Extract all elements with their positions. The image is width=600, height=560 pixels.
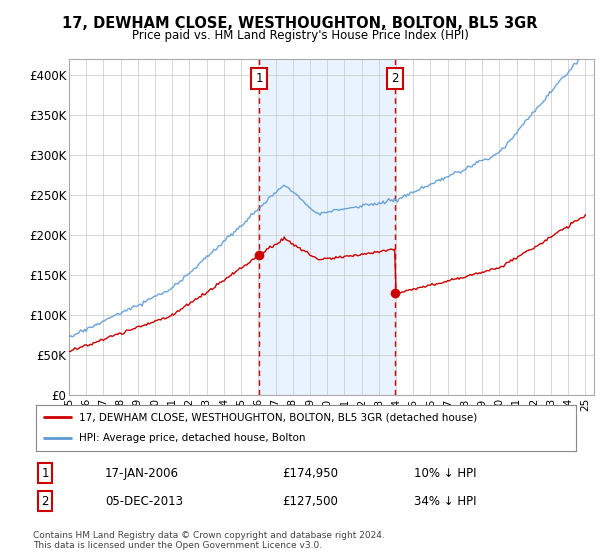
Bar <box>259 59 395 395</box>
Text: HPI: Average price, detached house, Bolton: HPI: Average price, detached house, Bolt… <box>79 433 306 444</box>
Text: £174,950: £174,950 <box>282 466 338 480</box>
Text: 34% ↓ HPI: 34% ↓ HPI <box>414 494 476 508</box>
Text: 1: 1 <box>41 466 49 480</box>
Text: 10% ↓ HPI: 10% ↓ HPI <box>414 466 476 480</box>
Text: 17-JAN-2006: 17-JAN-2006 <box>105 466 179 480</box>
Text: 1: 1 <box>255 72 263 85</box>
Text: 2: 2 <box>391 72 398 85</box>
Text: Contains HM Land Registry data © Crown copyright and database right 2024.
This d: Contains HM Land Registry data © Crown c… <box>33 531 385 550</box>
Text: 17, DEWHAM CLOSE, WESTHOUGHTON, BOLTON, BL5 3GR (detached house): 17, DEWHAM CLOSE, WESTHOUGHTON, BOLTON, … <box>79 412 478 422</box>
Text: Price paid vs. HM Land Registry's House Price Index (HPI): Price paid vs. HM Land Registry's House … <box>131 29 469 42</box>
Text: £127,500: £127,500 <box>282 494 338 508</box>
Text: 2: 2 <box>41 494 49 508</box>
Text: 05-DEC-2013: 05-DEC-2013 <box>105 494 183 508</box>
Text: 17, DEWHAM CLOSE, WESTHOUGHTON, BOLTON, BL5 3GR: 17, DEWHAM CLOSE, WESTHOUGHTON, BOLTON, … <box>62 16 538 31</box>
